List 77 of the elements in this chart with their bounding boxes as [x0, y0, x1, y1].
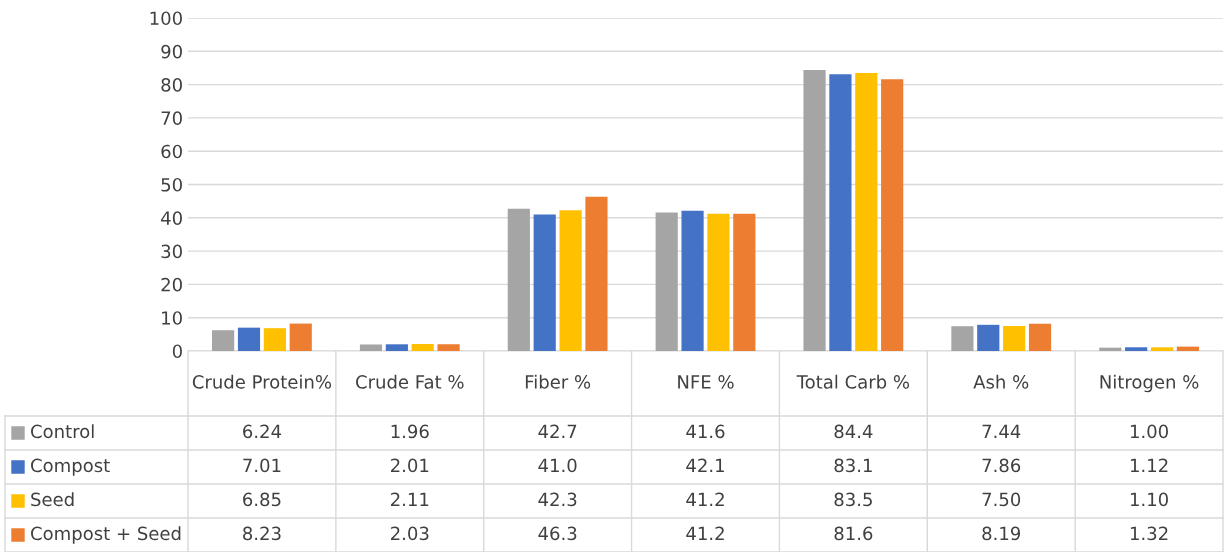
- bar: [1003, 326, 1026, 351]
- y-tick-label: 30: [161, 244, 182, 259]
- bar: [212, 330, 235, 351]
- bar: [881, 79, 904, 351]
- data-label: 2.01: [391, 458, 429, 473]
- bar: [829, 74, 852, 351]
- x-tick-label: Ash %: [973, 374, 1029, 389]
- x-tick-label: Fiber %: [525, 374, 591, 389]
- data-label: 41.0: [538, 458, 577, 473]
- data-label: 1.32: [1130, 526, 1168, 541]
- data-label: 2.11: [391, 492, 429, 506]
- y-tick-label: 80: [161, 78, 182, 92]
- bar: [585, 196, 608, 351]
- data-label: 83.1: [834, 458, 872, 473]
- data-label: 6.85: [243, 492, 281, 507]
- bar: [1150, 347, 1174, 351]
- data-label: 42.1: [686, 458, 724, 472]
- bar: [263, 328, 286, 351]
- data-label: 41.6: [686, 424, 725, 439]
- bar: [533, 214, 556, 351]
- bar: [733, 213, 756, 351]
- data-label: 7.01: [243, 458, 281, 473]
- bar: [289, 323, 312, 351]
- data-label: 46.3: [538, 526, 577, 541]
- data-label: 41.2: [686, 526, 724, 540]
- bar: [681, 210, 704, 351]
- legend-label: Seed: [31, 492, 74, 507]
- y-tick-label: 100: [150, 11, 182, 26]
- data-label: 1.96: [391, 424, 429, 439]
- y-tick-label: 20: [161, 277, 182, 292]
- x-tick-label: Nitrogen %: [1100, 374, 1199, 393]
- data-label: 84.4: [834, 424, 873, 439]
- bar: [803, 69, 826, 351]
- data-label: 1.12: [1130, 458, 1168, 472]
- bar: [507, 208, 530, 351]
- data-label: 2.03: [391, 526, 429, 541]
- bar: [385, 344, 408, 351]
- y-tick-label: 90: [161, 44, 182, 59]
- data-label: 7.50: [982, 492, 1021, 507]
- x-tick-label: NFE %: [678, 375, 734, 389]
- bar: [977, 324, 1000, 351]
- data-label: 81.6: [834, 526, 873, 541]
- data-label: 6.24: [243, 424, 282, 439]
- x-tick-label: Crude Protein%: [192, 374, 332, 389]
- data-label: 1.10: [1130, 492, 1168, 507]
- bar: [655, 212, 678, 351]
- y-tick-label: 60: [161, 144, 182, 159]
- bar: [951, 326, 974, 351]
- bar: [855, 72, 878, 351]
- bar: [237, 327, 261, 351]
- bar: [411, 343, 434, 351]
- legend-label: Control: [31, 424, 94, 439]
- data-label: 8.19: [982, 526, 1021, 541]
- bar: [1028, 323, 1052, 351]
- data-label: 42.7: [538, 424, 577, 438]
- bar: [1176, 346, 1199, 351]
- legend-label: Compost + Seed: [31, 526, 181, 544]
- y-tick-label: 40: [161, 211, 182, 225]
- y-tick-label: 10: [162, 311, 182, 325]
- data-label: 42.3: [538, 492, 577, 507]
- y-tick-label: 0: [172, 344, 182, 359]
- data-label: 7.44: [982, 424, 1021, 438]
- data-label: 83.5: [834, 492, 872, 507]
- bar: [559, 210, 582, 351]
- bar: [1125, 347, 1148, 351]
- x-tick-label: Total Carb %: [796, 374, 910, 389]
- bar: [437, 344, 460, 351]
- data-label: 7.86: [982, 458, 1021, 473]
- x-tick-label: Crude Fat %: [356, 374, 464, 389]
- data-label: 1.00: [1130, 424, 1168, 439]
- y-tick-label: 50: [161, 177, 182, 192]
- bar: [359, 344, 383, 351]
- bar: [707, 213, 730, 351]
- legend-label: Compost: [31, 458, 110, 476]
- y-tick-label: 70: [161, 111, 182, 126]
- data-label: 41.2: [686, 492, 724, 506]
- data-label: 8.23: [243, 526, 281, 541]
